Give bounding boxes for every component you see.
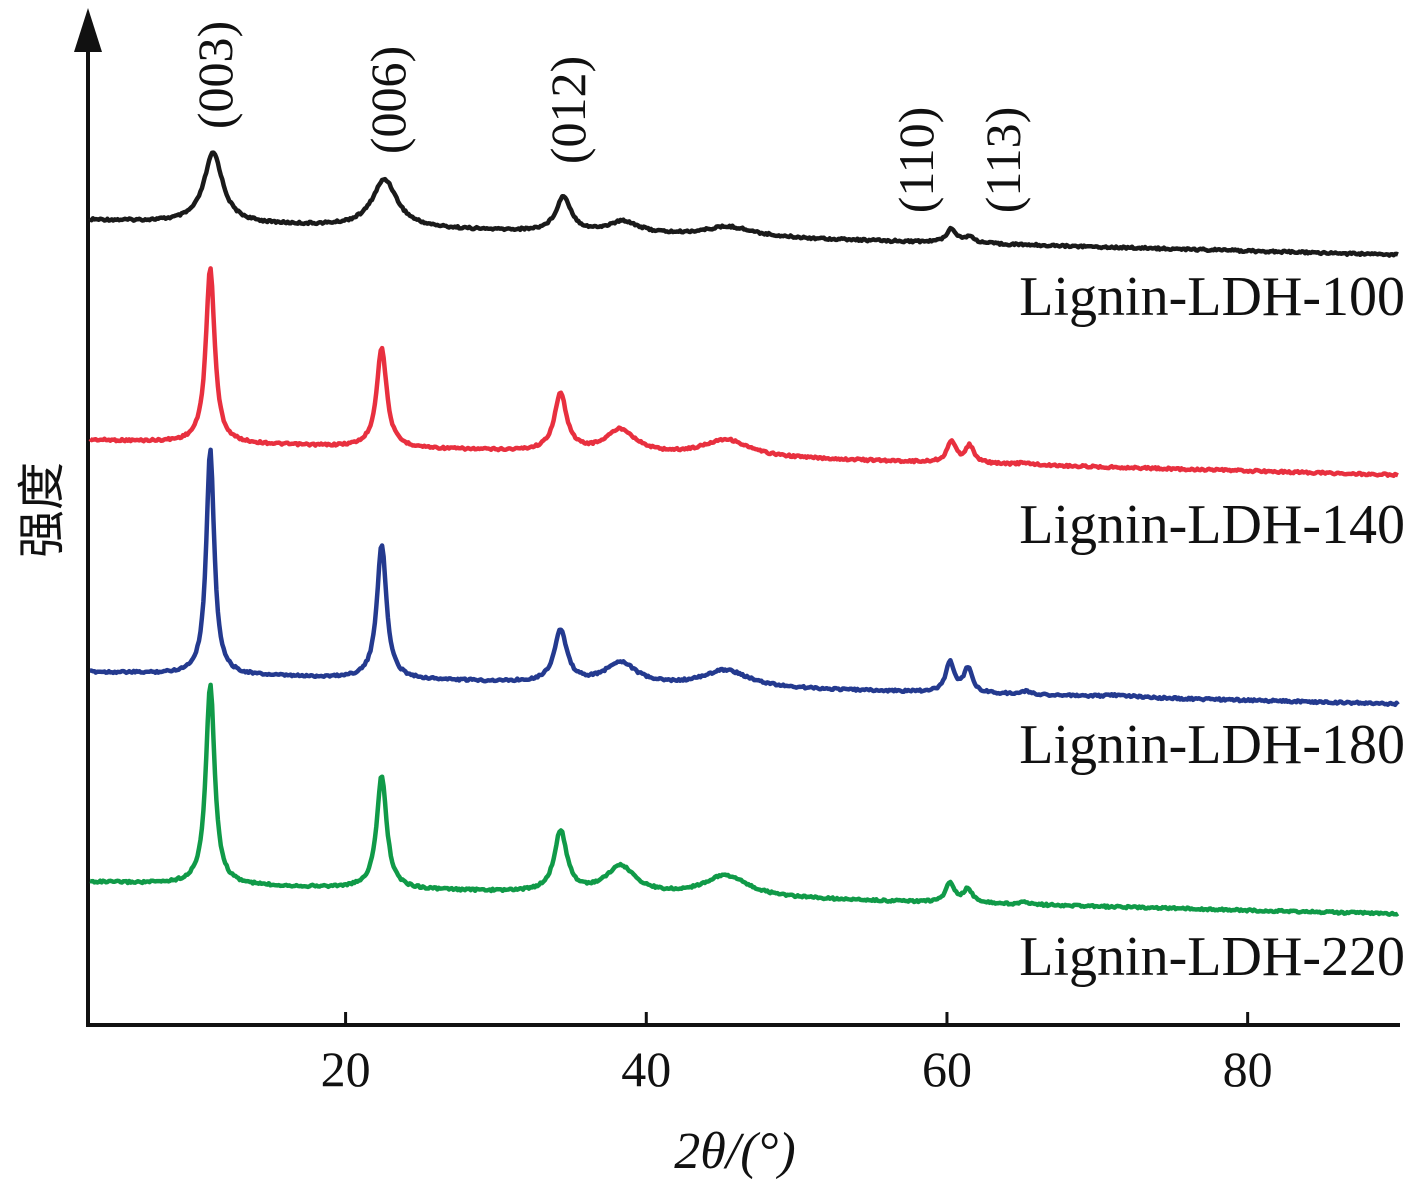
series-label-lignin-ldh-140: Lignin-LDH-140 — [1019, 494, 1405, 556]
x-ticks: 20 40 60 80 — [321, 1012, 1273, 1097]
x-tick-label-40: 40 — [621, 1041, 671, 1097]
x-tick-label-20: 20 — [321, 1041, 371, 1097]
x-tick-label-80: 80 — [1223, 1041, 1273, 1097]
series-label-lignin-ldh-220: Lignin-LDH-220 — [1019, 926, 1405, 988]
series-labels: Lignin-LDH-100 Lignin-LDH-140 Lignin-LDH-1… — [1019, 266, 1405, 988]
series-line-lignin-ldh-100 — [88, 150, 1399, 258]
series-label-lignin-ldh-180: Lignin-LDH-180 — [1019, 714, 1405, 776]
series-line-lignin-ldh-140 — [88, 266, 1399, 479]
peak-label-012: (012) — [540, 56, 596, 164]
peak-label-113: (113) — [975, 107, 1031, 213]
peak-labels: (003) (006) (012) (110) (113) — [187, 21, 1031, 213]
series-line-lignin-ldh-180 — [89, 447, 1400, 708]
x-axis-title: 2θ/(°) — [674, 1123, 795, 1180]
x-tick-label-60: 60 — [922, 1041, 972, 1097]
series-line-lignin-ldh-220 — [89, 682, 1400, 917]
series-group — [88, 150, 1400, 917]
y-axis-title: 强度 — [14, 462, 70, 558]
series-label-lignin-ldh-100: Lignin-LDH-100 — [1019, 266, 1405, 328]
y-axis-arrow-icon — [74, 8, 102, 52]
peak-label-006: (006) — [360, 46, 416, 154]
peak-label-003: (003) — [187, 21, 243, 129]
peak-label-110: (110) — [888, 107, 944, 213]
